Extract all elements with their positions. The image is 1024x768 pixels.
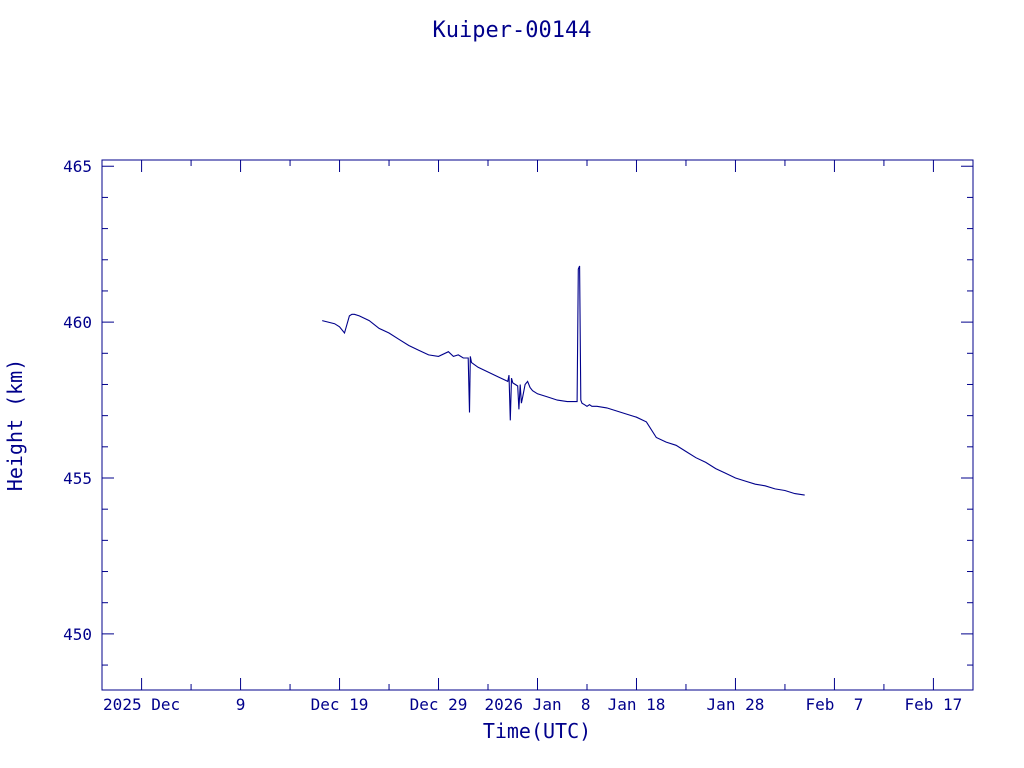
x-tick-label: 2025 Dec (103, 695, 180, 714)
x-axis-ticks: 2025 Dec 9 Dec 19 Dec 29 2026 Jan 8 Jan 18 Jan… (103, 160, 962, 714)
x-tick-label: Feb 17 (905, 695, 963, 714)
y-axis-ticks: 450 455 460 465 (63, 157, 973, 666)
x-tick-label: 2026 Jan 8 (485, 695, 591, 714)
x-tick-label: 9 (236, 695, 246, 714)
x-tick-label: Feb 7 (806, 695, 864, 714)
chart-title: Kuiper-00144 (433, 18, 592, 43)
plot-frame (101, 159, 974, 691)
y-tick-label: 455 (63, 469, 92, 488)
y-tick-label: 465 (63, 157, 92, 176)
series-line-height (322, 265, 805, 496)
x-tick-label: Jan 28 (707, 695, 765, 714)
x-tick-label: Jan 18 (608, 695, 666, 714)
y-tick-label: 450 (63, 625, 92, 644)
x-axis-label: Time(UTC) (483, 719, 591, 743)
y-tick-label: 460 (63, 313, 92, 332)
y-axis-label: Height (km) (3, 359, 27, 491)
x-tick-label: Dec 19 (311, 695, 369, 714)
x-tick-label: Dec 29 (410, 695, 468, 714)
